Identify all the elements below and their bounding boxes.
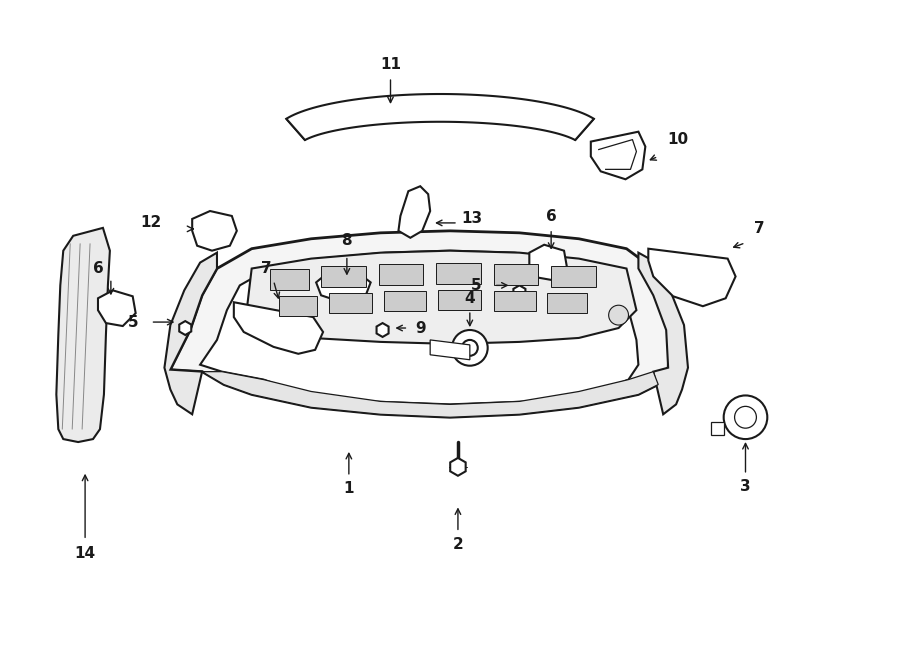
Bar: [436, 262, 481, 284]
Polygon shape: [450, 458, 465, 476]
Bar: [321, 266, 365, 288]
Circle shape: [724, 395, 768, 439]
Polygon shape: [711, 422, 724, 435]
Polygon shape: [200, 251, 638, 405]
Text: 4: 4: [464, 291, 475, 306]
Polygon shape: [202, 371, 658, 417]
Text: 11: 11: [380, 57, 401, 72]
Bar: [269, 268, 310, 290]
Circle shape: [608, 305, 628, 325]
Text: 6: 6: [93, 261, 104, 276]
Text: 2: 2: [453, 537, 464, 552]
Polygon shape: [376, 323, 389, 337]
Polygon shape: [513, 286, 526, 299]
Polygon shape: [590, 132, 645, 179]
Polygon shape: [170, 231, 670, 417]
Bar: [379, 264, 423, 286]
Circle shape: [462, 340, 478, 356]
Bar: [383, 292, 427, 311]
Polygon shape: [286, 94, 594, 140]
Bar: [493, 264, 538, 286]
Bar: [279, 296, 317, 316]
Text: 10: 10: [668, 132, 688, 147]
Text: 1: 1: [344, 481, 354, 496]
Text: 6: 6: [545, 210, 556, 225]
Polygon shape: [529, 245, 567, 280]
Polygon shape: [234, 302, 323, 354]
Text: 13: 13: [462, 212, 482, 227]
Polygon shape: [430, 340, 470, 360]
Bar: [329, 293, 372, 313]
Polygon shape: [179, 321, 192, 335]
Polygon shape: [399, 186, 430, 238]
Polygon shape: [638, 253, 688, 414]
Bar: [551, 266, 596, 288]
Text: 12: 12: [140, 215, 161, 231]
Text: 5: 5: [128, 315, 138, 330]
Circle shape: [452, 330, 488, 366]
Bar: [493, 292, 536, 311]
Text: 5: 5: [471, 278, 482, 293]
Polygon shape: [247, 251, 636, 344]
Polygon shape: [57, 228, 110, 442]
Polygon shape: [165, 253, 217, 414]
Text: 14: 14: [75, 545, 95, 561]
Text: 3: 3: [740, 479, 751, 494]
Polygon shape: [648, 249, 735, 306]
Circle shape: [734, 407, 756, 428]
Bar: [438, 290, 481, 310]
Text: 7: 7: [754, 221, 765, 237]
Polygon shape: [316, 272, 371, 300]
Bar: [547, 293, 587, 313]
Text: 8: 8: [342, 233, 352, 249]
Text: 9: 9: [415, 321, 426, 336]
Text: 7: 7: [261, 261, 272, 276]
Polygon shape: [193, 211, 237, 251]
Polygon shape: [98, 290, 136, 326]
